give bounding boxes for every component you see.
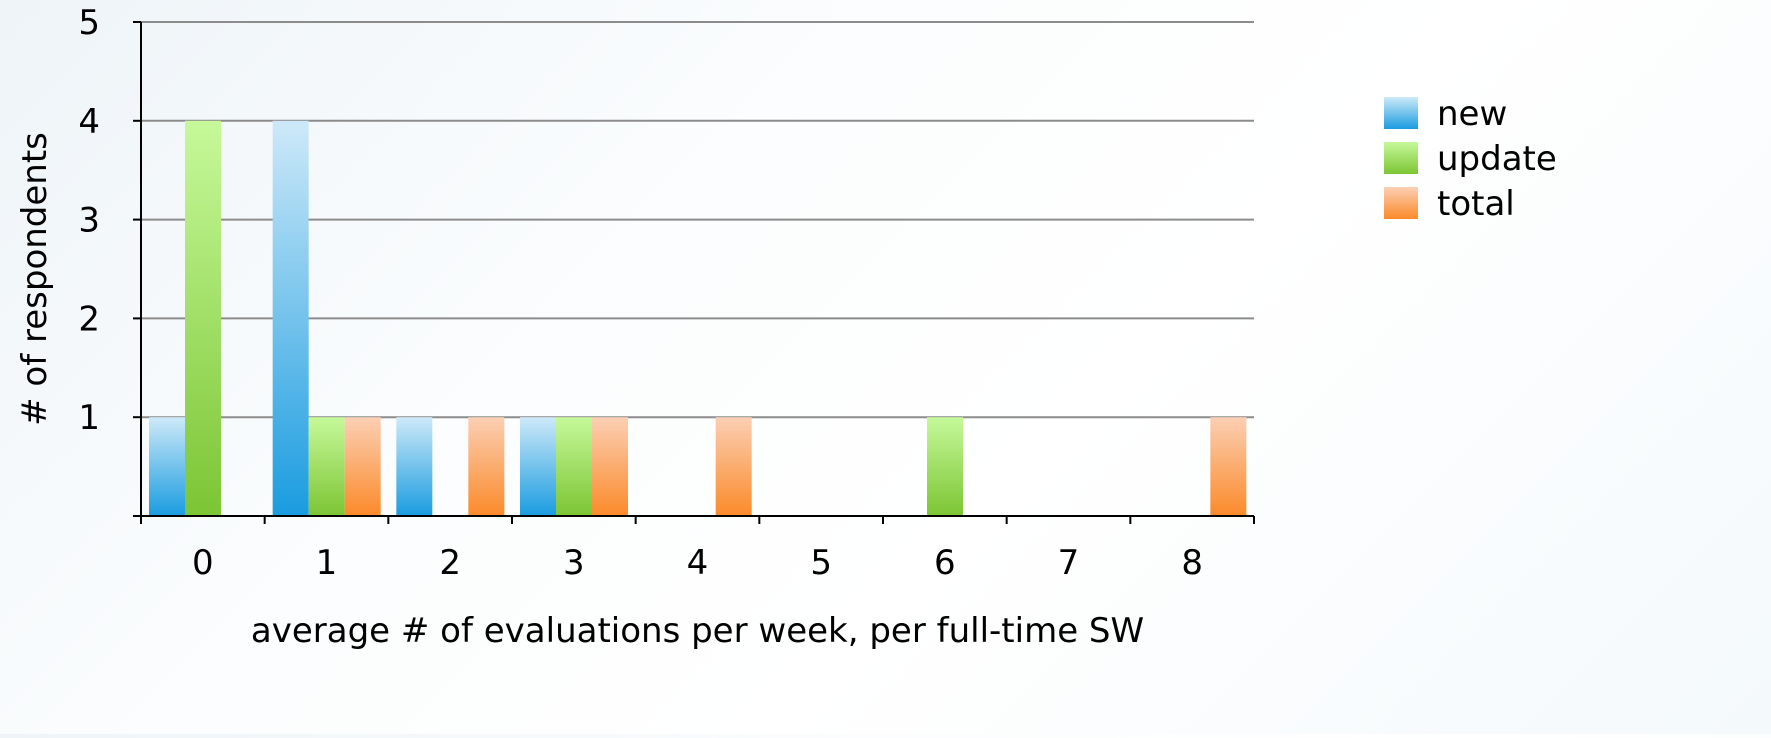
x-tick-label: 6 [934, 543, 956, 583]
bar-new-0 [149, 417, 185, 516]
bar-total-2 [468, 417, 505, 516]
bar-total-8 [1210, 417, 1247, 516]
legend-item-total: total [1384, 184, 1515, 224]
legend-swatch-total [1384, 187, 1418, 219]
bar-update-6 [927, 417, 963, 516]
bar-update-3 [556, 417, 592, 516]
bars [149, 120, 1247, 517]
y-tick-label: 5 [78, 3, 100, 43]
bar-update-0 [185, 120, 221, 517]
x-tick-label: 0 [192, 543, 214, 583]
axes [140, 22, 1254, 517]
bar-total-3 [592, 417, 628, 516]
x-tick-label: 2 [439, 543, 461, 583]
legend: new update total [1384, 94, 1557, 224]
bar-new-3 [520, 417, 556, 516]
y-axis-title: # of respondents [15, 132, 55, 426]
x-axis-title: average # of evaluations per week, per f… [251, 611, 1144, 651]
x-tick-label: 3 [563, 543, 585, 583]
legend-swatch-update [1384, 142, 1418, 174]
legend-label-new: new [1437, 94, 1507, 134]
y-tick-label: 4 [78, 102, 100, 142]
x-tick-label: 5 [810, 543, 832, 583]
legend-swatch-new [1384, 97, 1418, 129]
x-tick-label: 7 [1058, 543, 1080, 583]
x-tick-label: 4 [687, 543, 709, 583]
bar-new-2 [396, 417, 433, 516]
y-tick-label: 2 [78, 299, 100, 339]
legend-label-total: total [1437, 184, 1515, 224]
legend-item-new: new [1384, 94, 1507, 134]
y-tick-label: 3 [78, 201, 100, 241]
x-tick-label: 1 [316, 543, 338, 583]
bar-update-1 [308, 417, 345, 516]
bar-total-4 [715, 417, 752, 516]
y-tick-label: 1 [78, 398, 100, 438]
ticks: 1 2 3 4 5 0 1 2 3 4 5 6 7 8 [78, 3, 1255, 583]
legend-label-update: update [1437, 139, 1557, 179]
gridlines [141, 21, 1254, 419]
bar-new-1 [272, 120, 309, 517]
legend-item-update: update [1384, 139, 1557, 179]
bar-total-1 [344, 417, 381, 516]
x-tick-label: 8 [1181, 543, 1203, 583]
